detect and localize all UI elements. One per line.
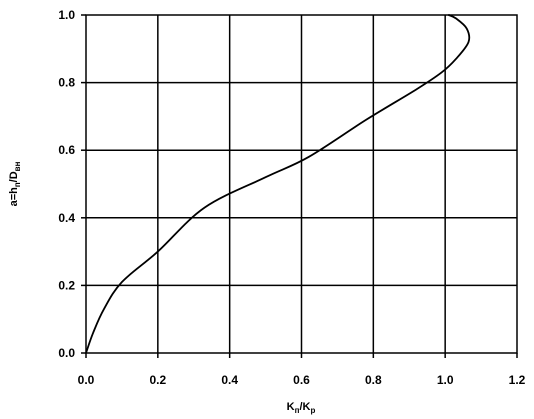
series-layer bbox=[85, 14, 471, 354]
y-axis-label-sub2: вн bbox=[13, 161, 22, 171]
y-tick-labels: 0.0 0.2 0.4 0.6 0.8 1.0 bbox=[58, 8, 75, 360]
x-axis-label: Kп/Kр bbox=[287, 401, 316, 415]
y-axis-label-sep: /D bbox=[8, 171, 20, 182]
x-tick-label: 0.6 bbox=[293, 373, 310, 387]
y-tick-label: 0.2 bbox=[58, 278, 75, 292]
x-tick-label: 1.2 bbox=[509, 373, 526, 387]
y-tick-label: 0.8 bbox=[58, 76, 75, 90]
y-tick-label: 0.6 bbox=[58, 143, 75, 157]
x-axis-label-sub2: р bbox=[310, 406, 315, 415]
y-axis-label: a=hп/Dвн bbox=[8, 161, 22, 206]
y-axis-label-main: a=h bbox=[8, 187, 20, 207]
y-tick-label: 0.4 bbox=[58, 211, 75, 225]
grid-lines bbox=[86, 15, 517, 353]
x-tick-labels: 0.0 0.2 0.4 0.6 0.8 1.0 1.2 bbox=[78, 373, 526, 387]
series-line bbox=[85, 14, 471, 354]
x-tick-label: 0.2 bbox=[149, 373, 166, 387]
y-axis-label-sub1: п bbox=[13, 182, 22, 187]
x-axis-label-main: K bbox=[287, 401, 295, 413]
x-tick-label: 0.4 bbox=[221, 373, 238, 387]
x-axis-label-sep: /K bbox=[299, 401, 310, 413]
x-tick-label: 0.0 bbox=[78, 373, 95, 387]
y-tick-label: 0.0 bbox=[58, 346, 75, 360]
x-axis-label-sub1: п bbox=[295, 406, 300, 415]
y-tick-label: 1.0 bbox=[58, 8, 75, 22]
x-tick-label: 0.8 bbox=[365, 373, 382, 387]
x-tick-label: 1.0 bbox=[437, 373, 454, 387]
